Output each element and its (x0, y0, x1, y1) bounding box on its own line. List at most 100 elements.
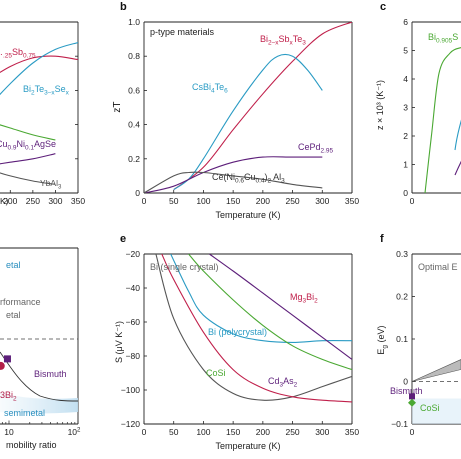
f-y-tick-label: 0.2 (396, 292, 408, 302)
a-series-line-1 (0, 41, 78, 96)
a-x-unit: K) (0, 196, 9, 206)
b-y-tick-label: 0.4 (128, 120, 140, 130)
d-marker-mg3bi2 (0, 361, 5, 370)
e-x-tick-label: 50 (169, 427, 179, 437)
b-xlabel: Temperature (K) (215, 210, 280, 220)
e-y-tick-label: −40 (126, 283, 141, 293)
e-y-tick-label: −80 (126, 351, 141, 361)
e-x-tick-label: 350 (345, 427, 359, 437)
c-y-tick-label: 4 (403, 74, 408, 84)
b-x-tick-label: 50 (169, 196, 179, 206)
b-series-line-0 (173, 22, 352, 191)
e-series-line-0 (155, 254, 352, 401)
b-title: p-type materials (150, 27, 215, 37)
c-partial-line-blue (454, 119, 461, 151)
b-y-tick-label: 0.2 (128, 154, 140, 164)
e-label-cd3as2: Cd3As2 (268, 376, 298, 389)
b-series-line-1 (173, 53, 323, 191)
b-y-tick-label: 1.0 (128, 17, 140, 27)
d-shaded-region (0, 392, 78, 414)
b-ylabel: zT (112, 101, 123, 112)
a-x-tick-label: 300 (48, 196, 62, 206)
e-y-tick-label: −100 (121, 385, 140, 395)
f-gray-wedge (411, 359, 461, 382)
e-x-tick-label: 300 (315, 427, 329, 437)
f-y-tick-label: 0.3 (396, 249, 408, 259)
f-title: Optimal E (418, 262, 458, 272)
d-x-tick-label: 102 (68, 427, 81, 438)
d-x-tick-label: 10 (4, 427, 14, 437)
c-y-tick-label: 0 (403, 188, 408, 198)
f-marker-cosi (408, 398, 416, 407)
e-series-line-3 (188, 254, 352, 371)
d-text-performance: rformance (0, 297, 41, 307)
a-x-tick-label: 200 (3, 196, 17, 206)
panel-b: 0 50 100 150 200 250 300 350 0 0.2 0.4 0.6 0.8 1.0b p-… (112, 1, 359, 220)
d-text-metal-2: etal (6, 310, 21, 320)
c-series-line-0 (424, 47, 461, 193)
f-label-bismuth: Bismuth (390, 386, 423, 396)
b-series-line-2 (144, 156, 323, 193)
f-label-cosi: CoSi (420, 403, 440, 413)
f-y-tick-label: 0.1 (396, 334, 408, 344)
c-y-tick-label: 2 (403, 131, 408, 141)
f-y-tick-label: 0 (403, 377, 408, 387)
e-x-tick-label: 150 (226, 427, 240, 437)
c-y-tick-label: 5 (403, 46, 408, 56)
c-y-tick-label: 1 (403, 160, 408, 170)
b-label-cepd: CePd2.95 (298, 142, 334, 155)
e-ylabel: S (μV K⁻¹) (114, 321, 124, 363)
panel-letter-c: c (380, 1, 386, 13)
e-y-tick-label: −20 (126, 249, 141, 259)
e-label-cosi: CoSi (206, 368, 226, 378)
a-series-line-3 (0, 153, 56, 165)
b-x-tick-label: 0 (142, 196, 147, 206)
d-label-mg3bi2: 3Bi2 (0, 390, 17, 403)
e-x-tick-label: 100 (196, 427, 210, 437)
f-ylabel: Eg (eV) (376, 325, 389, 354)
e-series-line-2 (170, 254, 352, 343)
a-label-cuniagse: Cu0.9Ni0.1AgSe (0, 139, 56, 152)
a-x-tick-label: 250 (26, 196, 40, 206)
e-label-mg3bi2: Mg3Bi2 (290, 292, 318, 305)
c-label-bis: Bi0.905S (428, 32, 458, 45)
b-x-tick-label: 200 (256, 196, 270, 206)
b-x-tick-label: 150 (226, 196, 240, 206)
f-y-tick-label: −0.1 (391, 419, 408, 429)
b-series-line-3 (144, 171, 323, 193)
panel-e: 0 50 100 150 200 250 300 350 −120 −100 −80 −60 −40 −2… (114, 233, 359, 451)
a-label-bitese: Bi2Te3–xSex (23, 84, 70, 97)
panel-letter-f: f (380, 233, 384, 245)
e-y-tick-label: −60 (126, 317, 141, 327)
a-series-line-4 (0, 172, 56, 185)
e-series-line-4 (209, 254, 352, 360)
e-xlabel: Temperature (K) (215, 441, 280, 451)
d-label-bismuth: Bismuth (34, 369, 67, 379)
b-x-tick-label: 350 (345, 196, 359, 206)
b-label-bisbte: Bi2–xSbxTe3 (260, 34, 306, 47)
a-label-bisbte: ….25Sb0.75 (0, 47, 36, 60)
e-y-tick-label: −120 (121, 419, 140, 429)
d-marker-bismuth (3, 355, 11, 363)
a-label-ybal3: YbAl3 (40, 178, 62, 191)
panel-a: 100150200250300350….25Sb0.75Bi2Te3–xSexC… (0, 21, 85, 206)
a-x-tick-label: 350 (71, 196, 85, 206)
b-y-tick-label: 0.6 (128, 85, 140, 95)
c-x-tick-label: 0 (410, 196, 415, 206)
e-x-tick-label: 0 (142, 427, 147, 437)
e-series-line-1 (161, 254, 352, 403)
f-marker-bismuth (409, 393, 415, 400)
b-x-tick-label: 250 (285, 196, 299, 206)
c-partial-line-purple (454, 160, 461, 176)
b-label-csbite: CsBi4Te6 (192, 82, 228, 95)
b-y-tick-label: 0 (135, 188, 140, 198)
panel-letter-b: b (120, 1, 127, 13)
f-shaded-region (412, 398, 461, 424)
a-series-line-0 (0, 55, 78, 74)
c-y-tick-label: 6 (403, 17, 408, 27)
panel-letter-e: e (120, 233, 126, 245)
d-text-semimetal: semimetal (4, 408, 45, 418)
d-text-metal: etal (6, 260, 21, 270)
